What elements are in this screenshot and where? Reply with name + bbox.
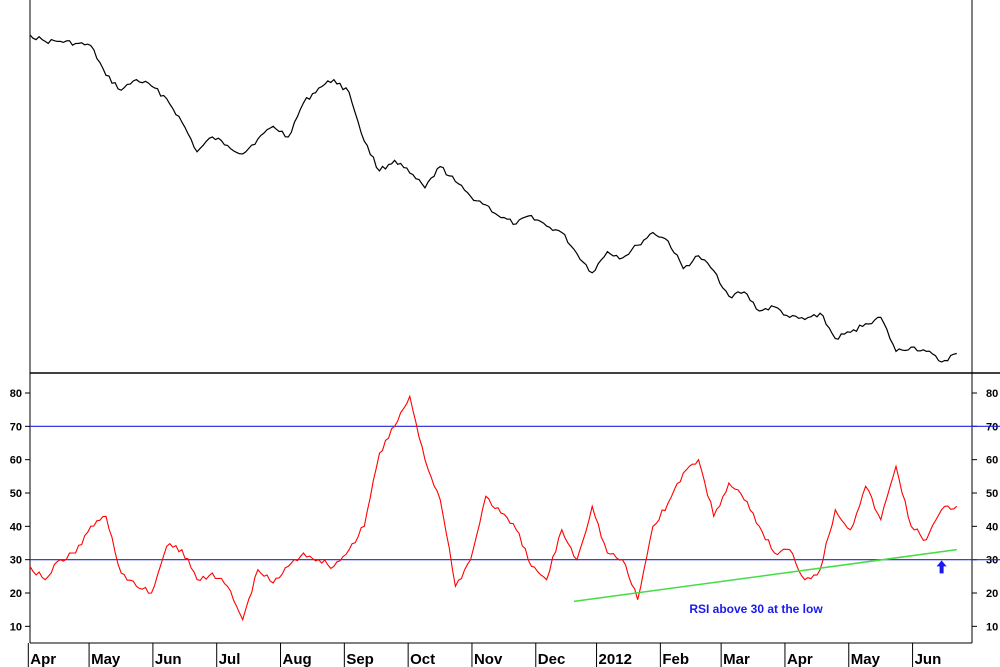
x-tick-label: May — [91, 651, 121, 667]
y-axis-left: 10 20 30 40 50 60 70 80 — [10, 388, 30, 633]
x-axis: Apr May Jun Jul Aug Sep Oct Nov Dec 2012 Feb Mar Apr… — [27, 643, 942, 667]
y-tick-label-right: 60 — [986, 455, 998, 467]
x-tick-label: Apr — [787, 651, 813, 667]
x-tick-label: Jul — [219, 651, 241, 667]
y-tick-label-right: 70 — [986, 421, 998, 433]
x-tick-label: Sep — [346, 651, 374, 667]
x-tick-label: Oct — [410, 651, 435, 667]
rsi-series-line — [29, 394, 958, 622]
x-tick-label: 2012 — [599, 651, 632, 667]
x-tick-label: Feb — [662, 651, 689, 667]
y-tick-label-right: 40 — [986, 521, 998, 533]
y-tick-label-right: 50 — [986, 488, 998, 500]
support-trendline — [573, 548, 957, 603]
y-tick-label-left: 30 — [10, 555, 22, 567]
y-tick-label-right: 30 — [986, 555, 998, 567]
annotation-text: RSI above 30 at the low — [689, 602, 823, 616]
up-arrow-icon — [936, 560, 947, 574]
rsi-panel: 10 20 30 40 50 60 70 80 10 20 30 40 50 60 70 80 RSI ab… — [10, 373, 1000, 644]
x-tick-label: Jun — [915, 651, 942, 667]
y-tick-label-left: 70 — [10, 421, 22, 433]
price-series-line — [29, 34, 957, 363]
x-tick-label: Aug — [283, 651, 312, 667]
x-tick-label: Dec — [538, 651, 566, 667]
y-tick-label-left: 60 — [10, 455, 22, 467]
x-tick-label: Apr — [30, 651, 56, 667]
x-tick-label: Jun — [155, 651, 182, 667]
y-tick-label-left: 50 — [10, 488, 22, 500]
y-tick-label-right: 20 — [986, 588, 998, 600]
x-tick-label: Mar — [723, 651, 750, 667]
reference-lines — [30, 425, 1000, 561]
y-tick-label-left: 20 — [10, 588, 22, 600]
x-tick-label: May — [851, 651, 881, 667]
y-tick-label-left: 10 — [10, 621, 22, 633]
x-tick-label: Nov — [474, 651, 503, 667]
y-tick-label-left: 80 — [10, 388, 22, 400]
up-arrow-shape — [936, 560, 947, 574]
y-tick-label-right: 80 — [986, 388, 998, 400]
price-panel — [29, 0, 973, 373]
y-tick-label-right: 10 — [986, 621, 998, 633]
y-axis-right: 10 20 30 40 50 60 70 80 — [972, 388, 998, 633]
y-tick-label-left: 40 — [10, 521, 22, 533]
